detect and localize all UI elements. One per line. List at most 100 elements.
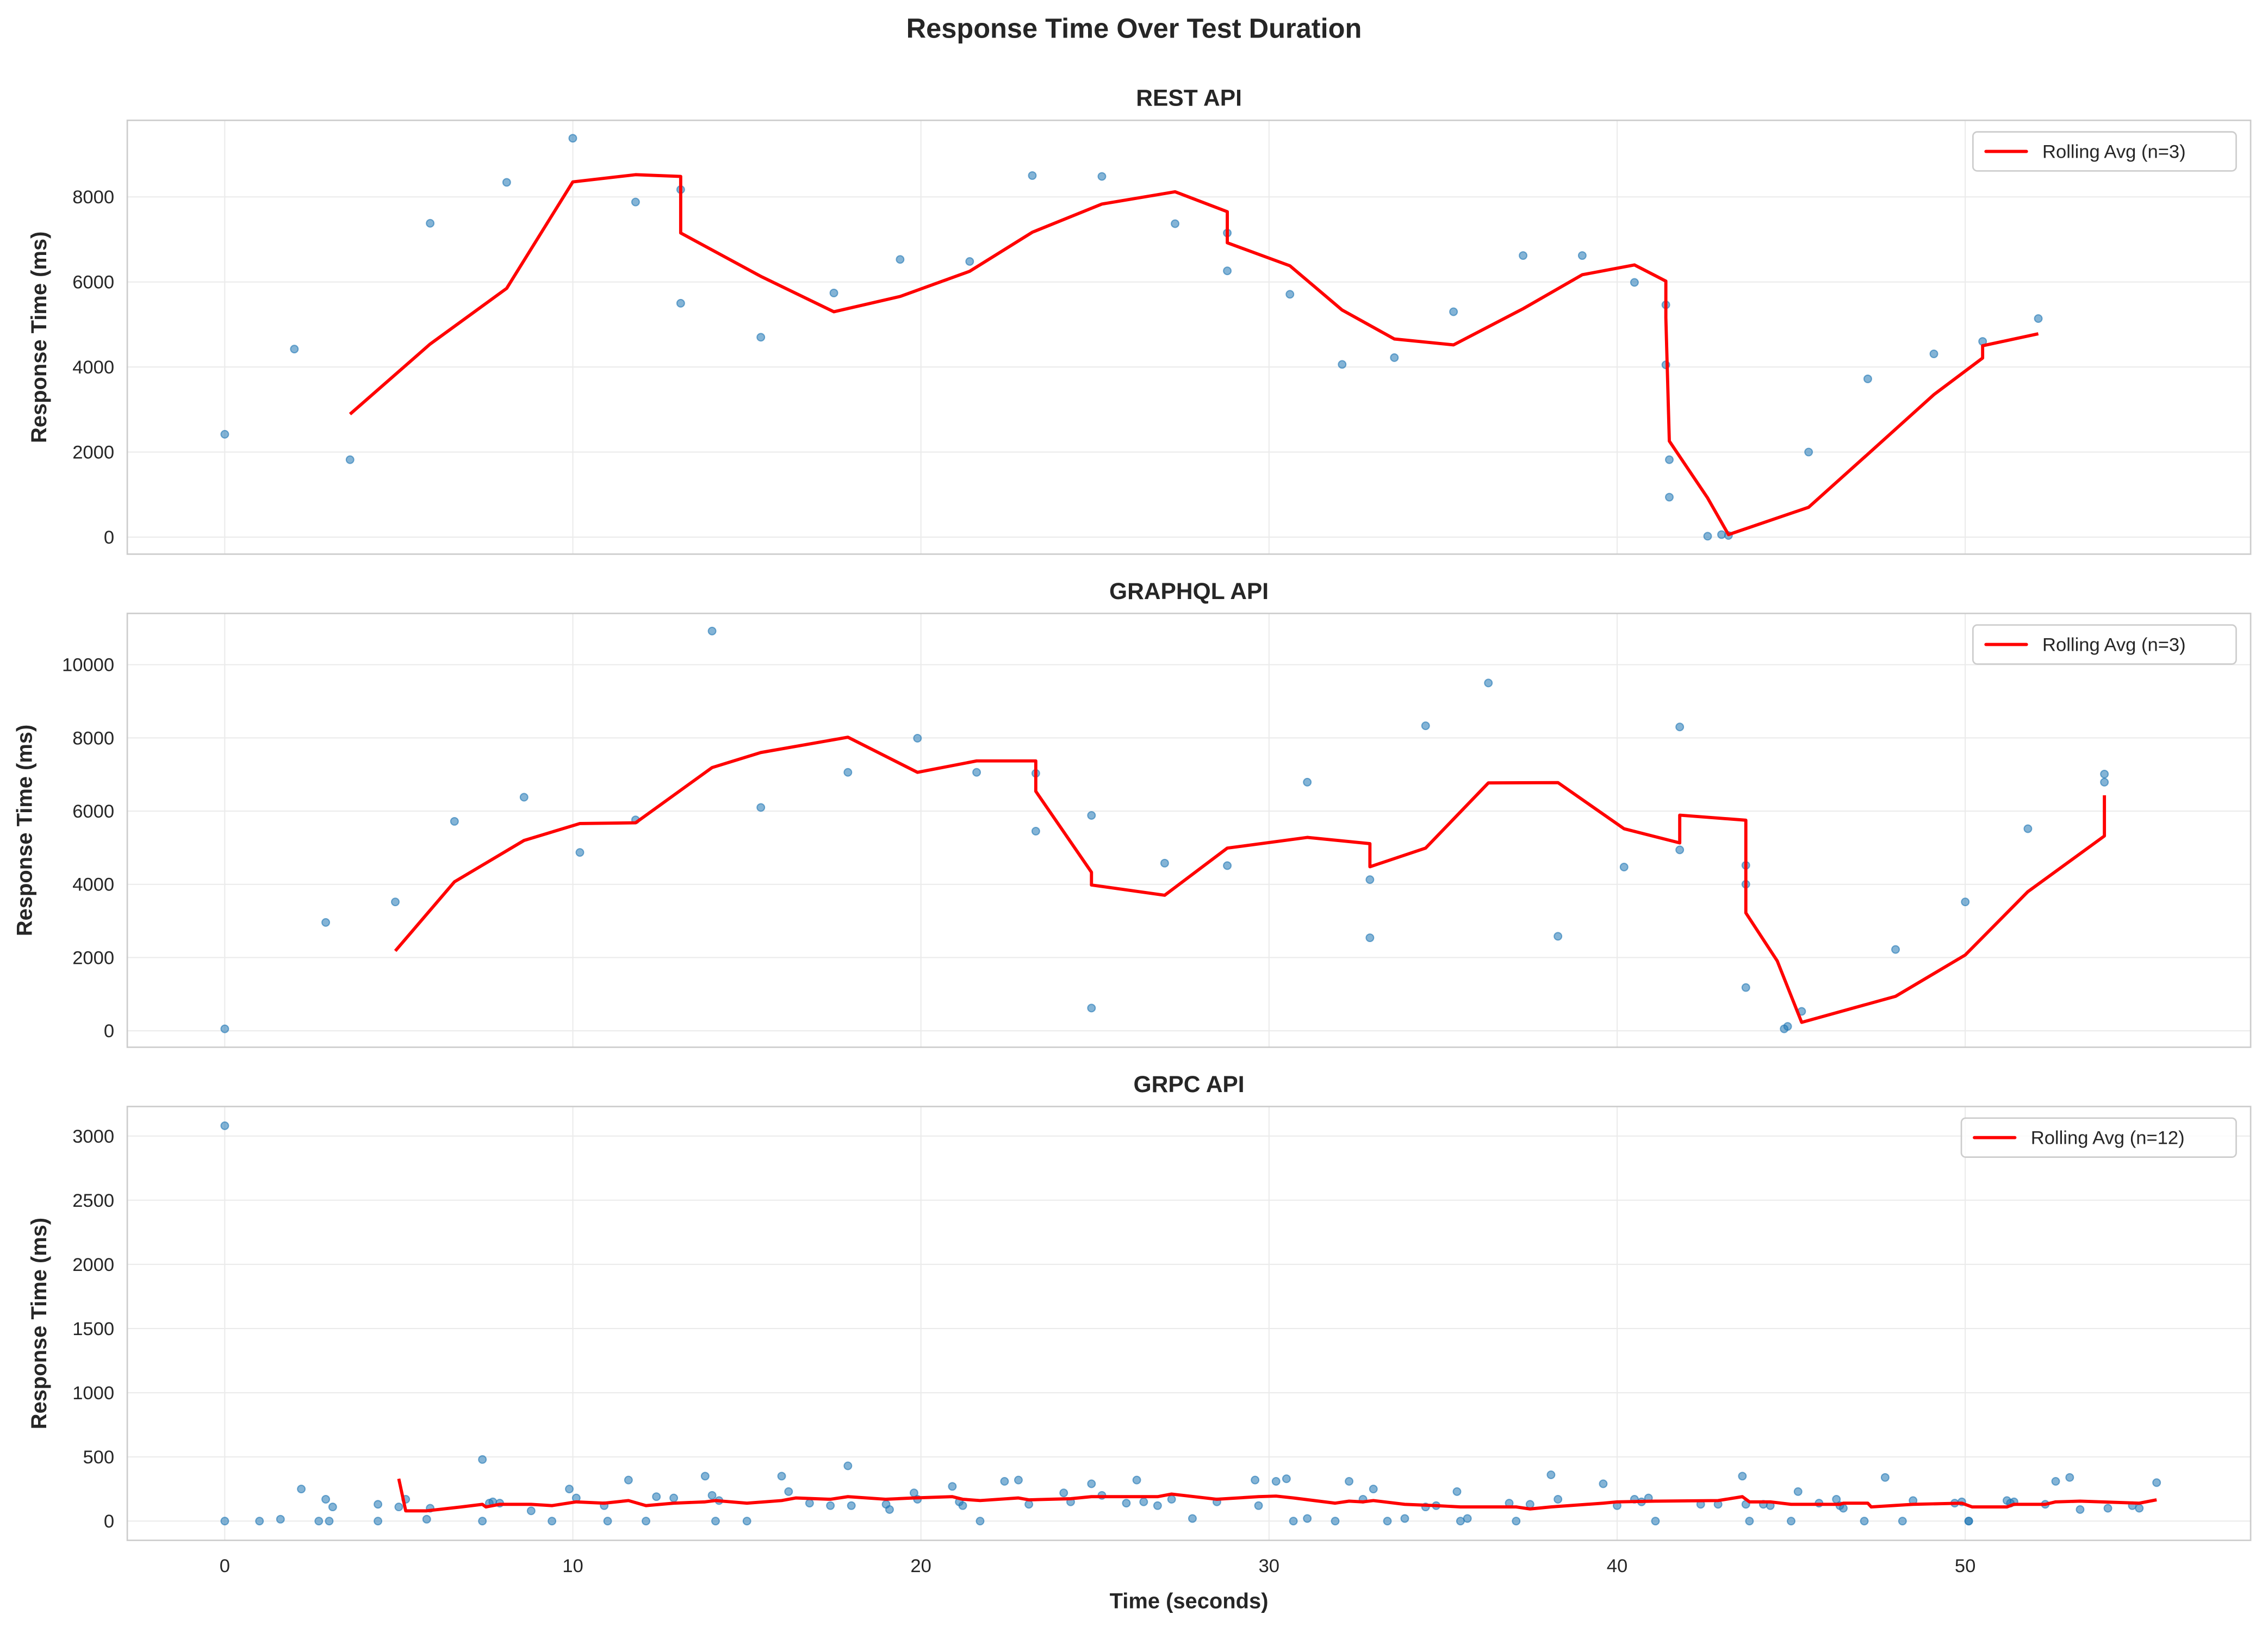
x-tick-labels: 0 10 20 30 40 50 xyxy=(220,1556,1976,1576)
data-point xyxy=(1289,1517,1298,1526)
panel-title: REST API xyxy=(1136,85,1242,111)
data-point xyxy=(2034,314,2043,323)
data-point xyxy=(1160,858,1169,868)
y-tick-label: 2500 xyxy=(72,1191,114,1211)
y-tick-label: 0 xyxy=(104,527,114,548)
y-tick-labels: 0 2000 4000 6000 8000 10000 xyxy=(62,655,114,1042)
data-point xyxy=(603,1517,612,1526)
y-tick-label: 2000 xyxy=(72,442,114,463)
data-point xyxy=(1223,266,1232,276)
data-point xyxy=(1122,1499,1131,1508)
data-point xyxy=(391,897,400,907)
data-point xyxy=(1651,1517,1660,1526)
data-point xyxy=(1863,374,1872,383)
data-point xyxy=(2100,777,2109,787)
data-point xyxy=(1703,532,1712,541)
data-point xyxy=(843,1461,853,1470)
data-point xyxy=(1251,1475,1260,1485)
data-point xyxy=(519,793,529,802)
scatter-points xyxy=(220,134,2043,541)
data-point xyxy=(1717,530,1726,539)
data-point xyxy=(1804,447,1813,457)
axes-frame xyxy=(126,120,2252,555)
panel-rest-api: REST API 0 2000 4000 6000 8000 Response Time… xyxy=(27,85,2252,555)
data-point xyxy=(1675,845,1685,855)
legend-label: Rolling Avg (n=3) xyxy=(2042,635,2186,656)
data-point xyxy=(885,1505,894,1514)
data-point xyxy=(1338,360,1347,369)
data-point xyxy=(1390,353,1399,362)
data-point xyxy=(450,816,459,826)
data-point xyxy=(975,1517,985,1526)
data-point xyxy=(784,1487,793,1496)
data-point xyxy=(707,626,717,635)
data-point xyxy=(1665,493,1674,502)
data-point xyxy=(676,298,685,308)
figure-title: Response Time Over Test Duration xyxy=(906,13,1362,44)
data-point xyxy=(711,1517,720,1526)
data-point xyxy=(1014,1475,1023,1485)
data-point xyxy=(1421,721,1430,731)
y-tick-label: 2000 xyxy=(72,1255,114,1275)
panel-graphql-api: GRAPHQL API 0 2000 4000 6000 8000 10000 Respo… xyxy=(13,578,2252,1048)
y-axis-label: Response Time (ms) xyxy=(13,725,37,936)
legend-box xyxy=(1960,1117,2237,1158)
data-point xyxy=(1171,219,1180,228)
data-point xyxy=(1167,1495,1176,1504)
gridlines xyxy=(127,1106,2251,1541)
data-point xyxy=(1929,349,1938,358)
y-tick-label: 6000 xyxy=(72,272,114,293)
data-point xyxy=(2065,1473,2074,1482)
data-point xyxy=(913,734,922,743)
legend-box xyxy=(1972,624,2237,665)
data-point xyxy=(1271,1477,1281,1486)
data-point xyxy=(394,1503,403,1512)
data-point xyxy=(742,1517,751,1526)
data-point xyxy=(345,455,355,464)
data-point xyxy=(1031,827,1040,836)
data-point xyxy=(669,1493,679,1503)
data-point xyxy=(1331,1517,1340,1526)
data-point xyxy=(1554,932,1563,941)
data-point xyxy=(1675,722,1685,732)
data-point xyxy=(631,197,640,207)
data-point xyxy=(1188,1514,1197,1523)
data-point xyxy=(220,1517,229,1526)
data-point xyxy=(958,1501,967,1510)
data-point xyxy=(426,219,435,228)
data-point xyxy=(1880,1473,1890,1482)
data-point xyxy=(290,345,299,354)
panel-title: GRAPHQL API xyxy=(1109,578,1269,604)
data-point xyxy=(321,918,331,927)
data-point xyxy=(1254,1501,1263,1510)
data-point xyxy=(624,1475,633,1485)
data-point xyxy=(1097,172,1107,181)
data-point xyxy=(2076,1505,2085,1514)
data-point xyxy=(1028,171,1037,180)
data-point xyxy=(1891,945,1900,954)
data-point xyxy=(1132,1475,1141,1485)
data-point xyxy=(1282,1474,1291,1484)
data-point xyxy=(1860,1517,1869,1526)
data-point xyxy=(1303,1514,1312,1523)
data-point xyxy=(575,848,585,857)
data-point xyxy=(1365,933,1375,943)
data-point xyxy=(1383,1517,1392,1526)
x-tick-label: 10 xyxy=(562,1556,583,1576)
data-point xyxy=(321,1495,331,1504)
data-point xyxy=(1961,897,1970,907)
data-point xyxy=(2023,824,2033,833)
data-point xyxy=(1554,1495,1563,1504)
y-tick-label: 1000 xyxy=(72,1383,114,1404)
data-point xyxy=(1786,1517,1795,1526)
rolling-average-line xyxy=(397,1478,2157,1513)
data-point xyxy=(2051,1477,2060,1486)
y-tick-label: 8000 xyxy=(72,728,114,749)
data-point xyxy=(1345,1477,1354,1486)
data-point xyxy=(642,1517,650,1526)
data-point xyxy=(1223,861,1232,870)
y-tick-label: 0 xyxy=(104,1021,114,1042)
data-point xyxy=(374,1517,383,1526)
rolling-average-line xyxy=(394,736,2107,1024)
